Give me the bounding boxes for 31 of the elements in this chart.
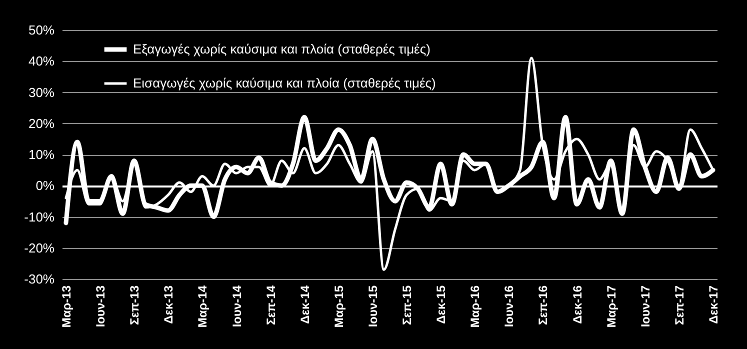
x-tick-label: Μαρ-16	[468, 285, 482, 328]
x-tick-label: Δεκ-17	[706, 285, 721, 324]
y-tick-label: 10%	[28, 147, 55, 162]
x-tick-label: Δεκ-15	[434, 285, 448, 324]
x-tick-label: Μαρ-15	[332, 285, 346, 328]
x-tick-label: Δεκ-13	[162, 285, 176, 324]
x-tick-label: Σεπ-15	[400, 285, 414, 325]
x-tick-label: Σεπ-13	[128, 285, 142, 325]
x-tick-label: Σεπ-14	[264, 285, 278, 325]
x-tick-label: Ιουν-17	[638, 285, 652, 328]
y-tick-label: 50%	[28, 22, 55, 38]
y-tick-label: -30%	[24, 272, 55, 286]
x-tick-label: Δεκ-16	[570, 285, 584, 324]
x-tick-label: Μαρ-17	[604, 285, 618, 328]
x-tick-label: Δεκ-14	[298, 285, 312, 324]
y-tick-label: -10%	[24, 209, 55, 224]
y-tick-label: 20%	[28, 116, 55, 131]
legend-label: Εξαγωγές χωρίς καύσιμα και πλοία (σταθερές τιμές)	[133, 42, 430, 56]
x-tick-label: Ιουν-16	[502, 285, 516, 328]
y-tick-label: 0%	[36, 178, 55, 194]
x-tick-label: Μαρ-13	[59, 285, 74, 328]
y-tick-label: 40%	[28, 54, 55, 69]
x-tick-label: Ιουν-15	[366, 285, 380, 328]
y-tick-label: -20%	[24, 240, 55, 256]
y-tick-label: 30%	[28, 84, 55, 100]
x-tick-label: Ιουν-14	[230, 285, 244, 328]
x-tick-label: Σεπ-16	[536, 285, 550, 325]
x-tick-label: Ιουν-13	[94, 285, 108, 328]
x-tick-label: Μαρ-14	[196, 285, 210, 328]
legend-label: Εισαγωγές χωρίς καύσιμα και πλοία (σταθερές τιμές)	[133, 76, 436, 90]
x-tick-label: Σεπ-17	[672, 285, 686, 325]
